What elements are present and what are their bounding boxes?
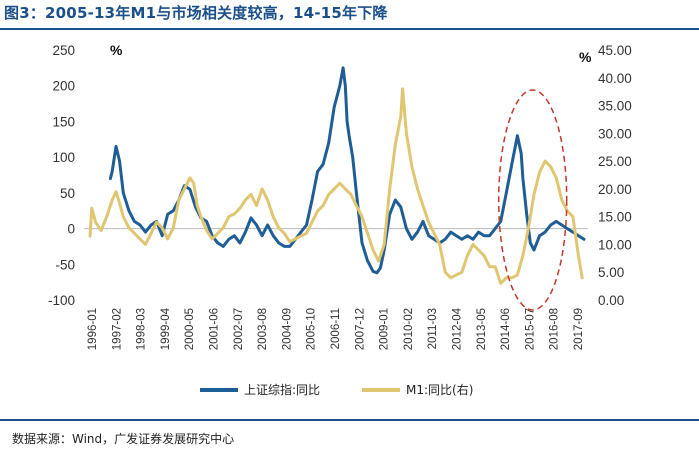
x-tick-label: 1997-02 bbox=[111, 308, 123, 350]
x-tick-label: 2002-07 bbox=[233, 308, 245, 350]
x-tick-label: 2000-05 bbox=[184, 308, 196, 350]
x-tick-label: 2011-03 bbox=[427, 308, 439, 349]
right-tick-label: 10.00 bbox=[598, 237, 632, 252]
x-tick-label: 2009-01 bbox=[379, 308, 391, 350]
left-tick-label: 100 bbox=[52, 150, 75, 165]
left-tick-label: 150 bbox=[52, 114, 75, 129]
data-source-note: 数据来源：Wind，广发证券发展研究中心 bbox=[12, 432, 235, 446]
chart: 250 200 150 100 50 0 -50 -100 45.00 40.00 35.00 30… bbox=[48, 42, 632, 397]
right-tick-label: 5.00 bbox=[598, 265, 624, 280]
x-tick-label: 2001-06 bbox=[209, 308, 221, 350]
right-tick-label: 30.00 bbox=[598, 126, 632, 141]
right-tick-label: 40.00 bbox=[598, 71, 632, 86]
left-tick-label: -100 bbox=[48, 293, 75, 308]
left-axis-ticks: 250 200 150 100 50 0 -50 -100 bbox=[48, 43, 75, 308]
x-tick-label: 2016-08 bbox=[549, 308, 561, 350]
source-divider bbox=[0, 419, 699, 421]
right-tick-label: 20.00 bbox=[598, 182, 632, 197]
x-tick-label: 2005-10 bbox=[306, 308, 318, 350]
legend-label-m1: M1:同比(右) bbox=[406, 382, 473, 397]
x-tick-label: 2017-09 bbox=[573, 308, 585, 350]
series-line-m1 bbox=[88, 87, 584, 285]
x-tick-label: 2012-04 bbox=[452, 307, 464, 350]
right-axis-ticks: 45.00 40.00 35.00 30.00 25.00 20.00 15.00 10.00… bbox=[598, 43, 632, 308]
x-tick-label: 2014-06 bbox=[500, 308, 512, 350]
right-axis-unit: % bbox=[579, 49, 592, 65]
right-tick-label: 45.00 bbox=[598, 43, 632, 58]
chart-title: 图3：2005-13年M1与市场相关度较高，14-15年下降 bbox=[4, 4, 388, 22]
left-tick-label: 200 bbox=[52, 79, 75, 94]
left-tick-label: -50 bbox=[55, 257, 75, 272]
left-axis-unit: % bbox=[110, 42, 123, 58]
right-tick-label: 35.00 bbox=[598, 99, 632, 114]
x-tick-label: 1999-04 bbox=[160, 307, 172, 350]
x-tick-label: 2015-07 bbox=[524, 308, 536, 350]
x-tick-label: 2013-05 bbox=[476, 308, 488, 350]
left-tick-label: 0 bbox=[67, 222, 75, 237]
x-tick-label: 2006-11 bbox=[330, 308, 342, 349]
highlight-ellipse bbox=[497, 89, 568, 311]
x-tick-label: 1998-03 bbox=[136, 308, 148, 350]
x-tick-label: 1996-01 bbox=[87, 308, 99, 350]
title-divider bbox=[0, 28, 699, 30]
legend: 上证综指:同比 M1:同比(右) bbox=[200, 382, 473, 397]
x-tick-label: 2007-12 bbox=[354, 308, 366, 350]
right-tick-label: 25.00 bbox=[598, 154, 632, 169]
left-tick-label: 50 bbox=[60, 186, 75, 201]
legend-label-sse: 上证综指:同比 bbox=[244, 382, 320, 397]
x-axis-ticks: 1996-01 1997-02 1998-03 1999-04 2000-05 2001-… bbox=[87, 307, 585, 350]
series-line-sse bbox=[108, 66, 586, 275]
series-lines bbox=[88, 66, 586, 285]
right-tick-label: 0.00 bbox=[598, 293, 624, 308]
right-tick-label: 15.00 bbox=[598, 210, 632, 225]
x-tick-label: 2003-08 bbox=[257, 308, 269, 350]
x-tick-label: 2010-02 bbox=[403, 308, 415, 350]
x-tick-label: 2004-09 bbox=[281, 308, 293, 350]
left-tick-label: 250 bbox=[52, 43, 75, 58]
